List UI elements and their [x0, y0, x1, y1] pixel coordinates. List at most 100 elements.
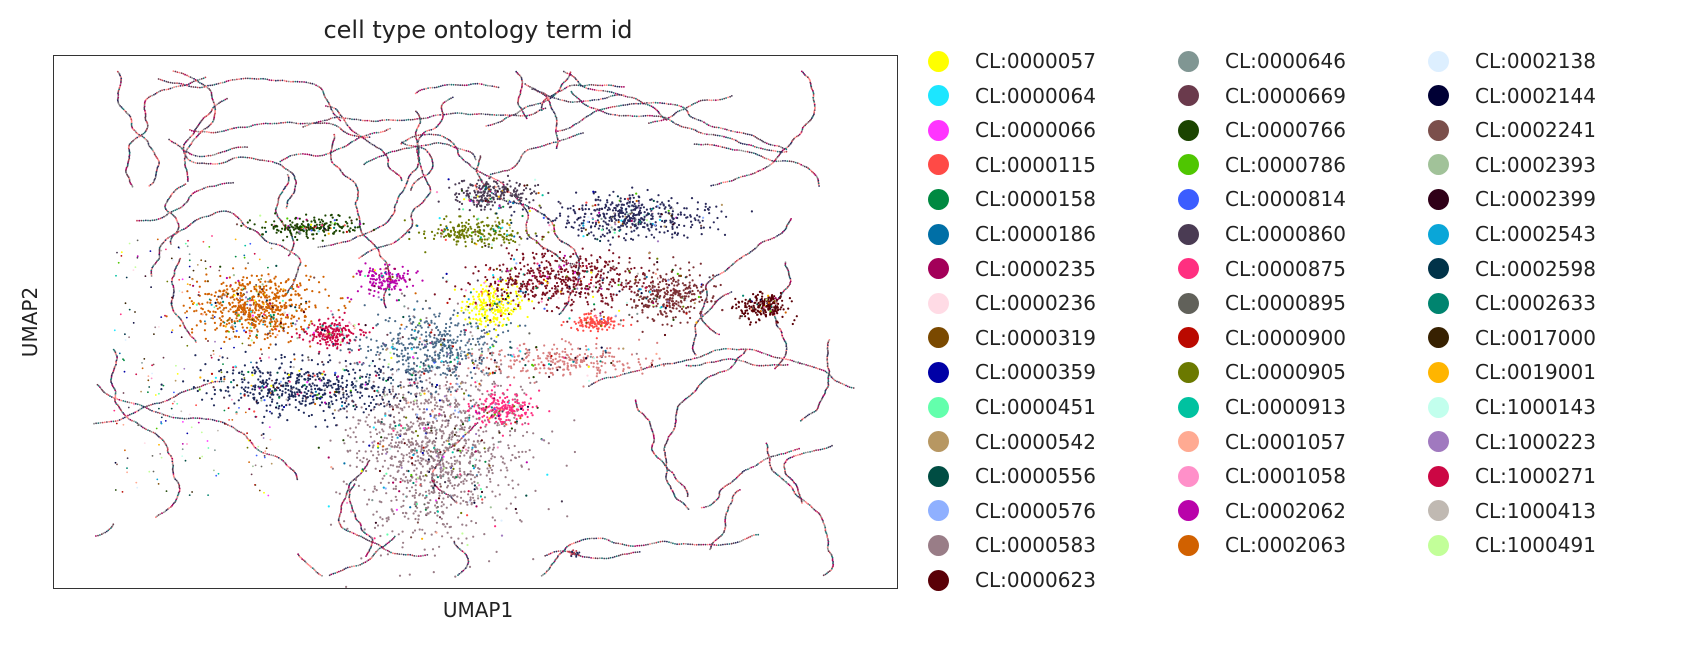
- legend-label: CL:0000066: [975, 118, 1096, 143]
- legend-item: CL:0000905: [1178, 355, 1346, 389]
- legend-label: CL:0000115: [975, 152, 1096, 177]
- legend-item: CL:0000766: [1178, 113, 1346, 147]
- legend-marker-icon: [1428, 50, 1449, 72]
- legend-label: CL:0000623: [975, 568, 1096, 592]
- legend-item: CL:0000646: [1178, 44, 1346, 78]
- legend-label: CL:0002633: [1475, 291, 1596, 316]
- legend-marker-icon: [1428, 154, 1449, 176]
- legend-label: CL:1000491: [1475, 533, 1596, 558]
- legend-label: CL:0002598: [1475, 256, 1596, 281]
- legend-label: CL:0001058: [1225, 464, 1346, 489]
- legend-item: CL:0000913: [1178, 390, 1346, 424]
- legend-item: CL:0002241: [1428, 113, 1596, 147]
- legend-label: CL:0000669: [1225, 83, 1346, 108]
- legend-marker-icon: [928, 258, 949, 280]
- legend-marker-icon: [1178, 396, 1199, 418]
- umap-scatter: [93, 70, 855, 588]
- legend-marker-icon: [928, 431, 949, 453]
- legend-item: CL:1000271: [1428, 459, 1596, 493]
- legend-item: CL:0002062: [1178, 494, 1346, 528]
- legend-label: CL:0002138: [1475, 49, 1596, 73]
- legend-marker-icon: [1428, 431, 1449, 453]
- legend-marker-icon: [1178, 500, 1199, 522]
- legend-marker-icon: [928, 223, 949, 245]
- legend-item: CL:0000556: [928, 459, 1096, 493]
- legend-label: CL:0002062: [1225, 498, 1346, 523]
- legend-marker-icon: [928, 500, 949, 522]
- legend-label: CL:0000786: [1225, 152, 1346, 177]
- legend-item: CL:0000319: [928, 321, 1096, 355]
- legend: CL:0000057 CL:0000064 CL:0000066 CL:0000115…: [928, 44, 1668, 644]
- legend-marker-icon: [928, 154, 949, 176]
- legend-item: CL:0000542: [928, 425, 1096, 459]
- legend-item: CL:0000860: [1178, 217, 1346, 251]
- legend-item: CL:0000583: [928, 528, 1096, 562]
- legend-item: CL:0000235: [928, 252, 1096, 286]
- legend-marker-icon: [1428, 500, 1449, 522]
- legend-marker-icon: [1178, 361, 1199, 383]
- legend-label: CL:0000319: [975, 325, 1096, 350]
- legend-marker-icon: [1178, 534, 1199, 556]
- legend-label: CL:0000646: [1225, 49, 1346, 73]
- legend-item: CL:0000115: [928, 148, 1096, 182]
- legend-marker-icon: [1428, 465, 1449, 487]
- legend-item: CL:1000223: [1428, 425, 1596, 459]
- legend-marker-icon: [928, 465, 949, 487]
- legend-item: CL:1000413: [1428, 494, 1596, 528]
- legend-item: CL:0000623: [928, 563, 1096, 597]
- legend-marker-icon: [928, 327, 949, 349]
- y-axis-label: UMAP2: [18, 286, 42, 358]
- legend-label: CL:0000766: [1225, 118, 1346, 143]
- legend-marker-icon: [928, 292, 949, 314]
- legend-item: CL:0002144: [1428, 79, 1596, 113]
- legend-label: CL:1000271: [1475, 464, 1596, 489]
- legend-marker-icon: [1428, 119, 1449, 141]
- legend-label: CL:0002399: [1475, 187, 1596, 212]
- legend-item: CL:0000900: [1178, 321, 1346, 355]
- legend-item: CL:0000158: [928, 182, 1096, 216]
- legend-marker-icon: [1428, 85, 1449, 107]
- legend-marker-icon: [928, 396, 949, 418]
- legend-item: CL:0000064: [928, 79, 1096, 113]
- legend-marker-icon: [928, 119, 949, 141]
- legend-label: CL:0000814: [1225, 187, 1346, 212]
- legend-label: CL:0000913: [1225, 395, 1346, 419]
- x-axis-label: UMAP1: [442, 598, 514, 622]
- legend-item: CL:1000143: [1428, 390, 1596, 424]
- legend-marker-icon: [928, 188, 949, 210]
- scatter-plot-area: [53, 55, 898, 589]
- legend-item: CL:0017000: [1428, 321, 1596, 355]
- chart-title: cell type ontology term id: [323, 16, 633, 44]
- legend-item: CL:0001058: [1178, 459, 1346, 493]
- legend-marker-icon: [1428, 188, 1449, 210]
- legend-item: CL:0002633: [1428, 286, 1596, 320]
- legend-label: CL:0000236: [975, 291, 1096, 316]
- legend-item: CL:0000669: [1178, 79, 1346, 113]
- legend-label: CL:0000064: [975, 83, 1096, 108]
- legend-marker-icon: [1178, 154, 1199, 176]
- legend-label: CL:0000186: [975, 222, 1096, 246]
- legend-item: CL:0002399: [1428, 182, 1596, 216]
- legend-marker-icon: [1178, 258, 1199, 280]
- legend-label: CL:1000143: [1475, 395, 1596, 419]
- legend-label: CL:1000413: [1475, 498, 1596, 523]
- legend-label: CL:1000223: [1475, 429, 1596, 454]
- legend-item: CL:0000895: [1178, 286, 1346, 320]
- legend-marker-icon: [1178, 50, 1199, 72]
- legend-label: CL:0000451: [975, 395, 1096, 419]
- legend-item: CL:0019001: [1428, 355, 1596, 389]
- legend-marker-icon: [1428, 327, 1449, 349]
- legend-label: CL:0000583: [975, 533, 1096, 558]
- legend-label: CL:0000905: [1225, 360, 1346, 385]
- legend-item: CL:0002063: [1178, 528, 1346, 562]
- legend-item: CL:0002598: [1428, 252, 1596, 286]
- legend-item: CL:0001057: [1178, 425, 1346, 459]
- legend-label: CL:0000556: [975, 464, 1096, 489]
- legend-marker-icon: [1178, 465, 1199, 487]
- legend-item: CL:0002393: [1428, 148, 1596, 182]
- legend-marker-icon: [1178, 431, 1199, 453]
- legend-label: CL:0001057: [1225, 429, 1346, 454]
- legend-label: CL:0000875: [1225, 256, 1346, 281]
- legend-marker-icon: [1178, 85, 1199, 107]
- legend-label: CL:0000542: [975, 429, 1096, 454]
